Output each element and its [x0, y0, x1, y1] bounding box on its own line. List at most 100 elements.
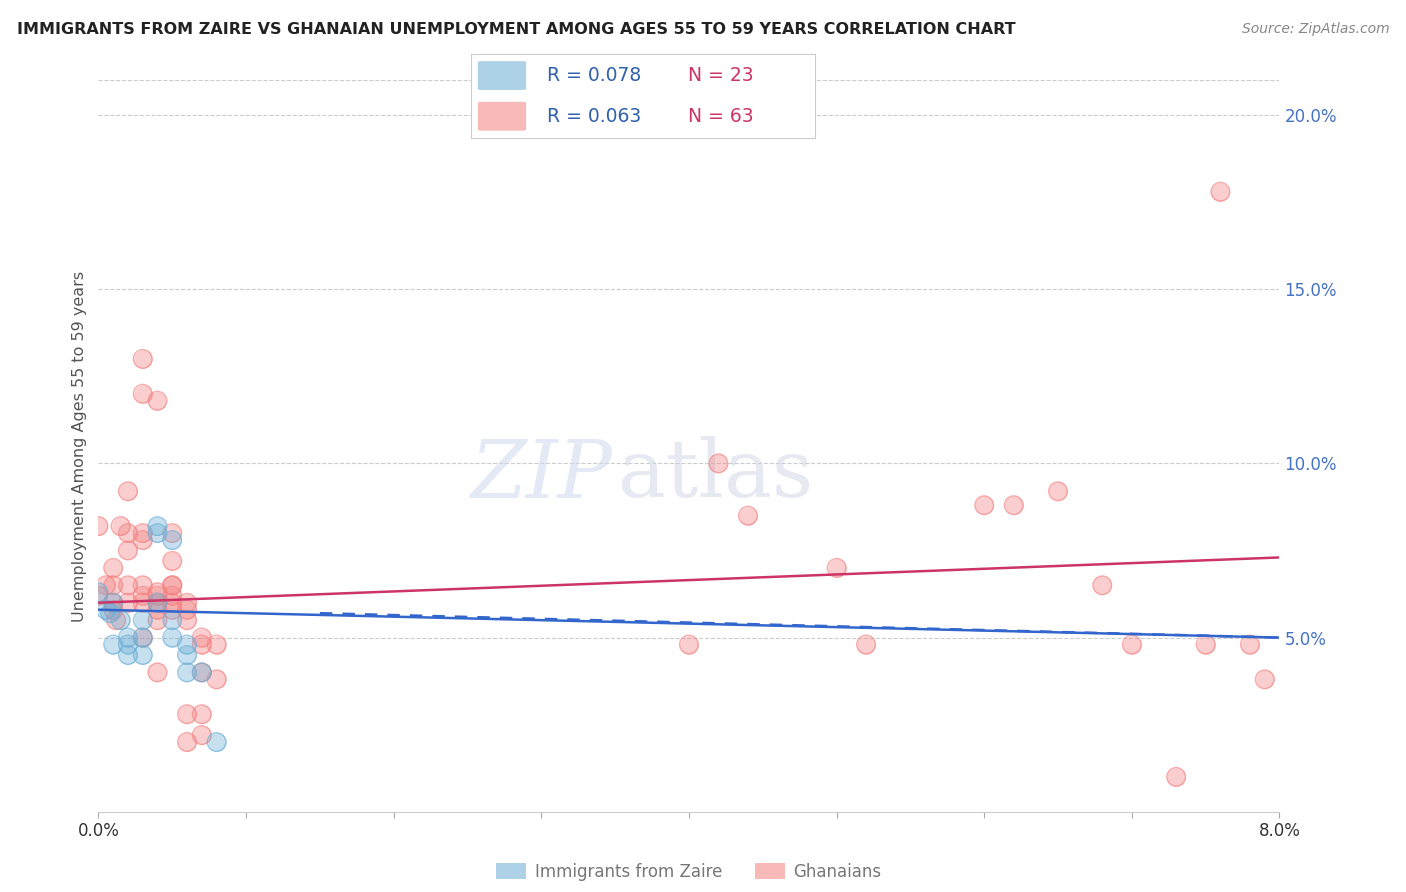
Point: [162, 596, 183, 610]
Point: [146, 585, 169, 599]
Point: [176, 596, 198, 610]
Point: [132, 526, 155, 541]
Point: [162, 613, 183, 627]
Point: [117, 631, 139, 645]
Point: [176, 603, 198, 617]
Point: [191, 631, 214, 645]
Text: ZIP: ZIP: [471, 436, 612, 514]
Point: [162, 554, 183, 568]
Point: [87, 519, 110, 533]
Point: [162, 533, 183, 547]
Point: [176, 707, 198, 722]
Point: [1091, 578, 1114, 592]
Point: [162, 603, 183, 617]
Point: [132, 631, 155, 645]
Point: [98, 606, 121, 620]
Point: [132, 351, 155, 366]
Point: [132, 526, 155, 541]
Point: [176, 648, 198, 662]
Y-axis label: Unemployment Among Ages 55 to 59 years: Unemployment Among Ages 55 to 59 years: [72, 270, 87, 622]
FancyBboxPatch shape: [478, 62, 526, 90]
Point: [191, 707, 214, 722]
Point: [176, 735, 198, 749]
Point: [103, 596, 125, 610]
Point: [146, 596, 169, 610]
Text: N = 63: N = 63: [688, 107, 754, 126]
Point: [132, 578, 155, 592]
Point: [146, 519, 169, 533]
Point: [191, 638, 214, 652]
Point: [855, 638, 877, 652]
Point: [117, 526, 139, 541]
Point: [176, 648, 198, 662]
Point: [205, 638, 228, 652]
Point: [205, 735, 228, 749]
Point: [132, 596, 155, 610]
Point: [132, 613, 155, 627]
Point: [110, 613, 132, 627]
Point: [103, 603, 125, 617]
Point: [117, 578, 139, 592]
Point: [103, 603, 125, 617]
Point: [191, 728, 214, 742]
Point: [678, 638, 700, 652]
Point: [94, 578, 117, 592]
Point: [87, 519, 110, 533]
Point: [146, 526, 169, 541]
Point: [146, 596, 169, 610]
Point: [191, 665, 214, 680]
Point: [176, 665, 198, 680]
Point: [132, 386, 155, 401]
Point: [176, 603, 198, 617]
Point: [176, 735, 198, 749]
Point: [1002, 498, 1025, 512]
Point: [117, 638, 139, 652]
Point: [1209, 185, 1232, 199]
Point: [162, 526, 183, 541]
Point: [117, 484, 139, 499]
Point: [87, 585, 110, 599]
Point: [176, 665, 198, 680]
Point: [191, 631, 214, 645]
Point: [162, 578, 183, 592]
Point: [176, 638, 198, 652]
Point: [1194, 638, 1216, 652]
Point: [162, 596, 183, 610]
Point: [110, 519, 132, 533]
Point: [103, 561, 125, 575]
Point: [1091, 578, 1114, 592]
Point: [117, 596, 139, 610]
Point: [105, 613, 128, 627]
Point: [1194, 638, 1216, 652]
Point: [162, 526, 183, 541]
Point: [1121, 638, 1143, 652]
Text: R = 0.063: R = 0.063: [547, 107, 641, 126]
Point: [132, 648, 155, 662]
Point: [162, 631, 183, 645]
Point: [103, 578, 125, 592]
Point: [146, 519, 169, 533]
Point: [132, 631, 155, 645]
Point: [94, 603, 117, 617]
Point: [1209, 185, 1232, 199]
Point: [105, 613, 128, 627]
Point: [110, 613, 132, 627]
Point: [162, 631, 183, 645]
Point: [103, 638, 125, 652]
Point: [132, 533, 155, 547]
Point: [117, 543, 139, 558]
Point: [205, 673, 228, 687]
Point: [117, 648, 139, 662]
Point: [103, 596, 125, 610]
Point: [205, 638, 228, 652]
Point: [117, 543, 139, 558]
Point: [87, 589, 110, 603]
Point: [205, 735, 228, 749]
FancyBboxPatch shape: [478, 102, 526, 130]
Point: [146, 393, 169, 408]
Point: [176, 638, 198, 652]
Point: [132, 631, 155, 645]
Point: [87, 589, 110, 603]
Point: [1046, 484, 1069, 499]
Point: [94, 578, 117, 592]
